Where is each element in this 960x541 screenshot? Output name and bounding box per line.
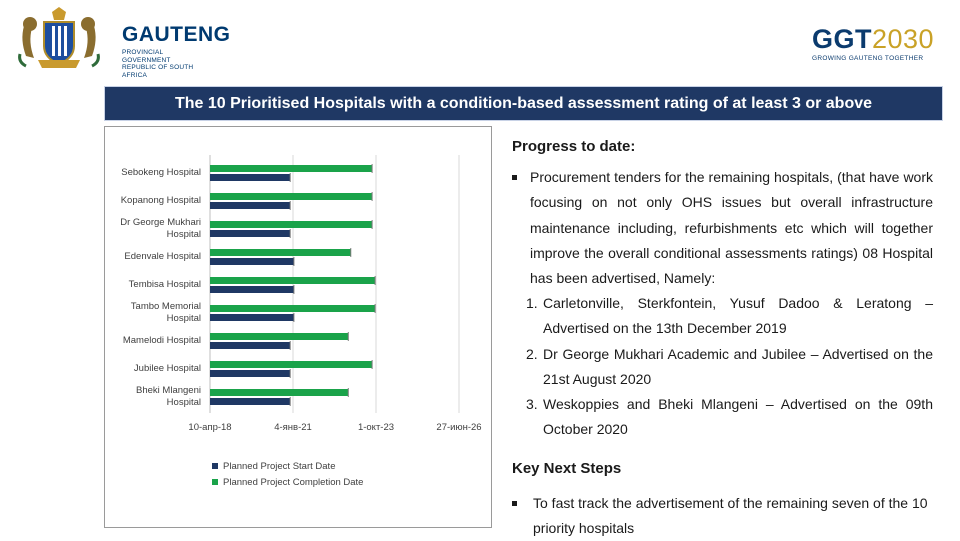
gauteng-logo-subtext: PROVINCIAL GOVERNMENT REPUBLIC OF SOUTH … <box>122 49 194 79</box>
hospital-timeline-chart: Sebokeng Hospital Kopanong Hospital Dr Geo… <box>104 126 492 528</box>
progress-item-2: 2. Dr George Mukhari Academic and Jubile… <box>526 345 933 387</box>
category-label: Bheki Mlangeni Hospital <box>136 385 201 408</box>
bar-completion <box>210 165 373 172</box>
progress-panel: Progress to date: Procurement tenders fo… <box>508 134 933 541</box>
bar-start <box>210 314 294 321</box>
progress-item-1: 1. Carletonville, Sterkfontein, Yusuf Da… <box>526 295 933 337</box>
progress-intro: Procurement tenders for the remaining ho… <box>508 165 933 291</box>
legend-swatch <box>212 479 218 485</box>
bar-completion <box>210 305 376 312</box>
coat-of-arms-icon <box>18 7 100 68</box>
legend-label: Planned Project Completion Date <box>223 477 363 488</box>
category-label: Kopanong Hospital <box>121 195 201 206</box>
progress-item-3: 3. Weskoppies and Bheki Mlangeni – Adver… <box>526 396 933 438</box>
bar-completion <box>210 221 373 228</box>
category-label: Mamelodi Hospital <box>123 335 201 346</box>
next-steps-item: To fast track the advertisement of the r… <box>508 491 933 541</box>
x-tick-label: 27-июн-26 <box>436 422 481 433</box>
bar-completion <box>210 193 373 200</box>
ggt2030-tagline: GROWING GAUTENG TOGETHER <box>812 55 924 62</box>
category-label: Jubilee Hospital <box>134 363 201 374</box>
legend-swatch <box>212 463 218 469</box>
bar-completion <box>210 333 349 340</box>
bar-start <box>210 286 294 293</box>
category-label: Tembisa Hospital <box>129 279 201 290</box>
x-tick-label: 4-янв-21 <box>274 422 312 433</box>
gauteng-logo: GAUTENG PROVINCIAL GOVERNMENT REPUBLIC O… <box>16 6 230 79</box>
bar-start <box>210 398 291 405</box>
bullet-icon <box>512 175 517 181</box>
bar-completion <box>210 389 349 396</box>
x-tick-label: 10-апр-18 <box>188 422 231 433</box>
ggt2030-wordmark: GGT2030 <box>812 24 935 54</box>
bar-completion <box>210 277 376 284</box>
bar-start <box>210 202 291 209</box>
chart-canvas: Sebokeng Hospital Kopanong Hospital Dr Geo… <box>120 155 482 488</box>
next-steps-heading: Key Next Steps <box>512 460 622 478</box>
bar-completion <box>210 361 373 368</box>
category-label: Sebokeng Hospital <box>121 167 201 178</box>
category-label: Dr George Mukhari Hospital <box>120 217 201 240</box>
slide-title: The 10 Prioritised Hospitals with a cond… <box>104 86 943 121</box>
progress-heading: Progress to date: <box>512 138 636 155</box>
x-tick-label: 1-окт-23 <box>358 422 394 433</box>
bar-start <box>210 230 291 237</box>
bar-start <box>210 258 294 265</box>
bar-completion <box>210 249 351 256</box>
bar-start <box>210 370 291 377</box>
category-label: Edenvale Hospital <box>124 251 201 262</box>
gauteng-logo-text: GAUTENG <box>122 23 231 46</box>
ggt2030-logo: GGT2030 GROWING GAUTENG TOGETHER <box>812 24 946 68</box>
legend-label: Planned Project Start Date <box>223 461 335 472</box>
bar-start <box>210 174 291 181</box>
bar-start <box>210 342 291 349</box>
bullet-icon <box>512 500 517 506</box>
category-label: Tambo Memorial Hospital <box>131 301 201 324</box>
